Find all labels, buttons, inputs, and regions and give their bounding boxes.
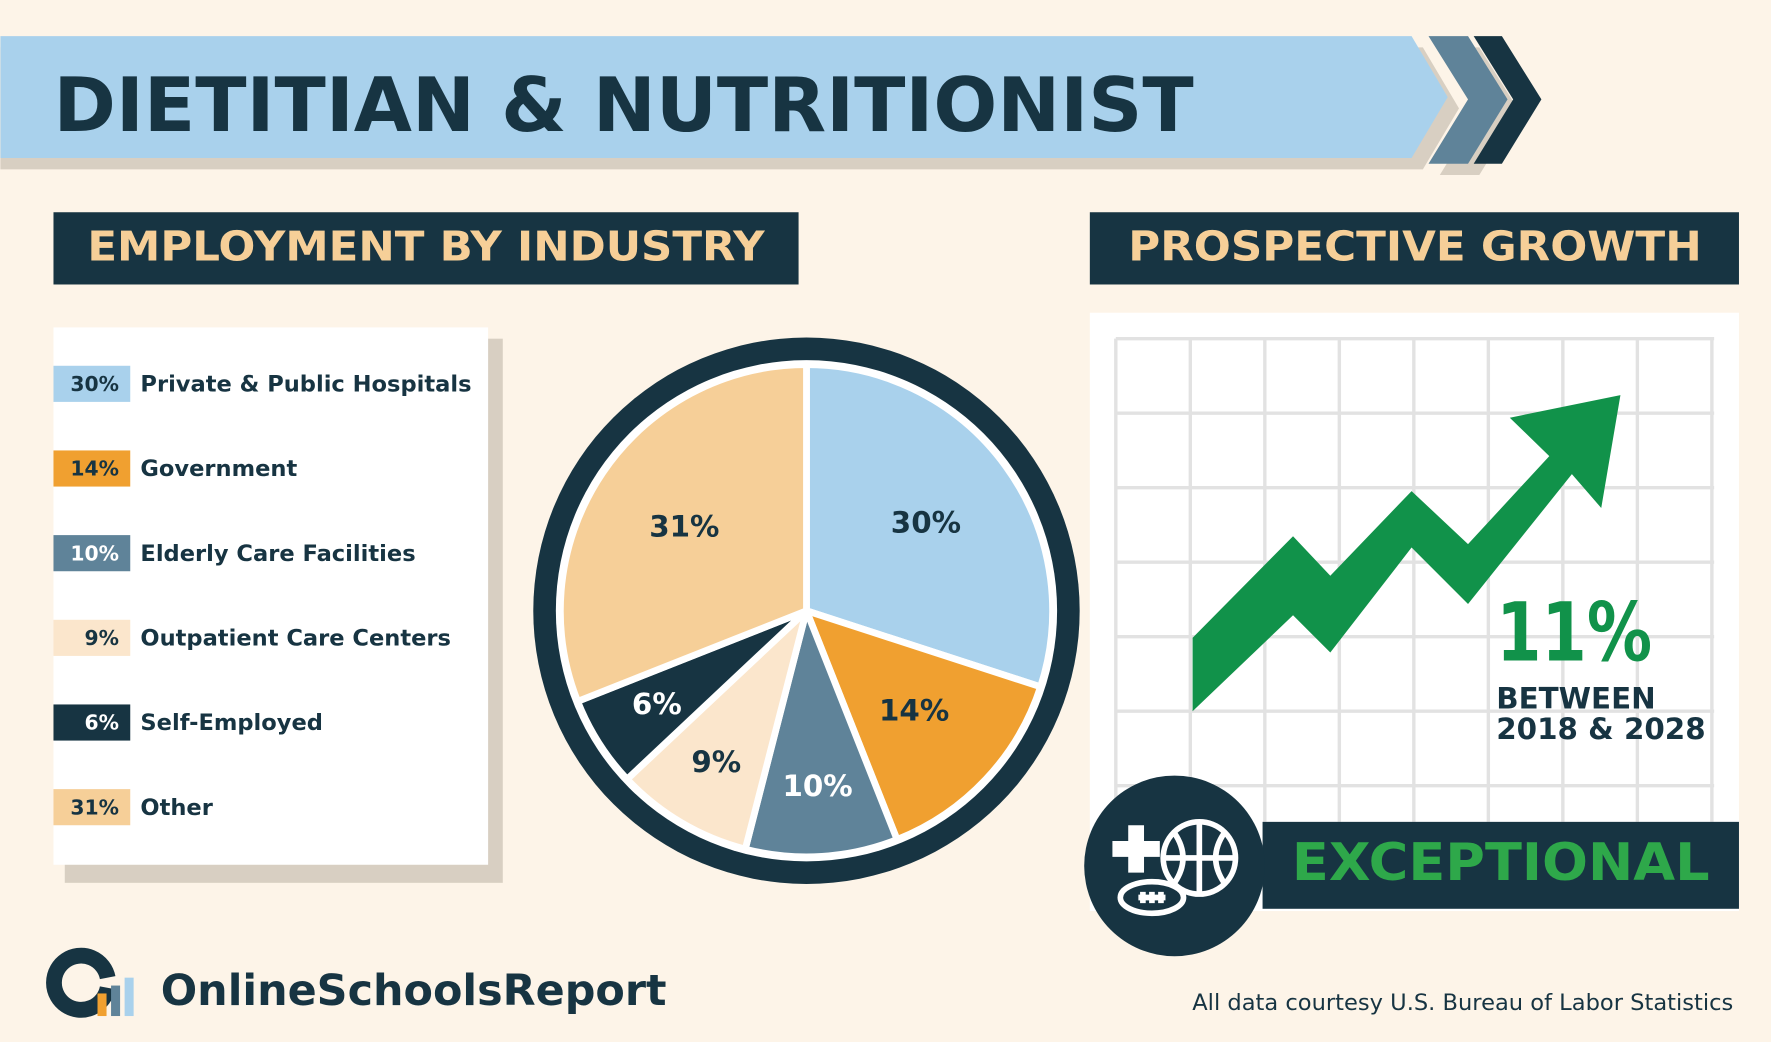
legend-value: 9% <box>84 626 119 650</box>
growth-title: PROSPECTIVE GROWTH <box>1128 222 1701 270</box>
chevron <box>1473 36 1542 164</box>
legend-value: 6% <box>84 711 119 735</box>
chevron <box>1428 36 1508 164</box>
legend-swatch <box>53 535 131 572</box>
pie-slice <box>741 607 901 861</box>
pie-label: 14% <box>879 693 949 727</box>
pie-label: 9% <box>691 745 741 779</box>
legend-value: 10% <box>70 541 119 565</box>
legend: 30% Private & Public Hospitals 14% Governme… <box>53 365 472 826</box>
legend-label: Outpatient Care Centers <box>140 625 451 651</box>
source-note: All data courtesy U.S. Bureau of Labor S… <box>1192 990 1733 1016</box>
growth-period: 2018 & 2028 <box>1496 712 1705 746</box>
legend-label: Private & Public Hospitals <box>140 371 471 397</box>
icon-sports <box>1117 819 1239 917</box>
section-label-box <box>53 212 799 285</box>
rating-bar <box>1262 821 1739 909</box>
growth-value: 11% <box>1496 586 1652 680</box>
legend-label: Government <box>140 456 297 482</box>
section-label-box <box>1089 212 1739 285</box>
legend-swatch <box>53 365 131 402</box>
pie-slice <box>556 361 810 705</box>
legend-value: 14% <box>70 457 119 481</box>
icon-circle <box>1084 775 1265 957</box>
legend-value: 30% <box>70 372 119 396</box>
legend-value: 31% <box>70 795 119 819</box>
pie-label: 30% <box>891 505 961 539</box>
banner <box>0 36 1448 159</box>
pie-slice <box>803 361 1056 691</box>
legend-panel <box>53 327 489 865</box>
growth-arrow <box>1192 395 1621 712</box>
legend-label: Self-Employed <box>140 710 323 736</box>
growth-period: BETWEEN <box>1496 681 1655 715</box>
legend-swatch <box>53 704 131 741</box>
legend-swatch <box>53 450 131 487</box>
growth-rating: EXCEPTIONAL <box>1292 833 1710 893</box>
pie-label: 10% <box>782 769 852 803</box>
pie-label: 31% <box>649 509 719 543</box>
brand-name: OnlineSchoolsReport <box>161 966 667 1016</box>
pie-label: 6% <box>632 687 682 721</box>
chart-title: EMPLOYMENT BY INDUSTRY <box>87 222 765 270</box>
legend-swatch <box>53 619 131 656</box>
legend-label: Other <box>140 795 213 821</box>
brand-logo <box>46 947 134 1018</box>
legend-swatch <box>53 789 131 826</box>
page-title: DIETITIAN & NUTRITIONIST <box>53 62 1193 149</box>
pie-slice <box>623 607 810 853</box>
pie-slice <box>803 607 1044 843</box>
icon-plus <box>1112 825 1160 873</box>
pie: 30% 14% 10% 9% 6% 31% <box>556 361 1056 861</box>
legend-label: Elderly Care Facilities <box>140 541 415 567</box>
